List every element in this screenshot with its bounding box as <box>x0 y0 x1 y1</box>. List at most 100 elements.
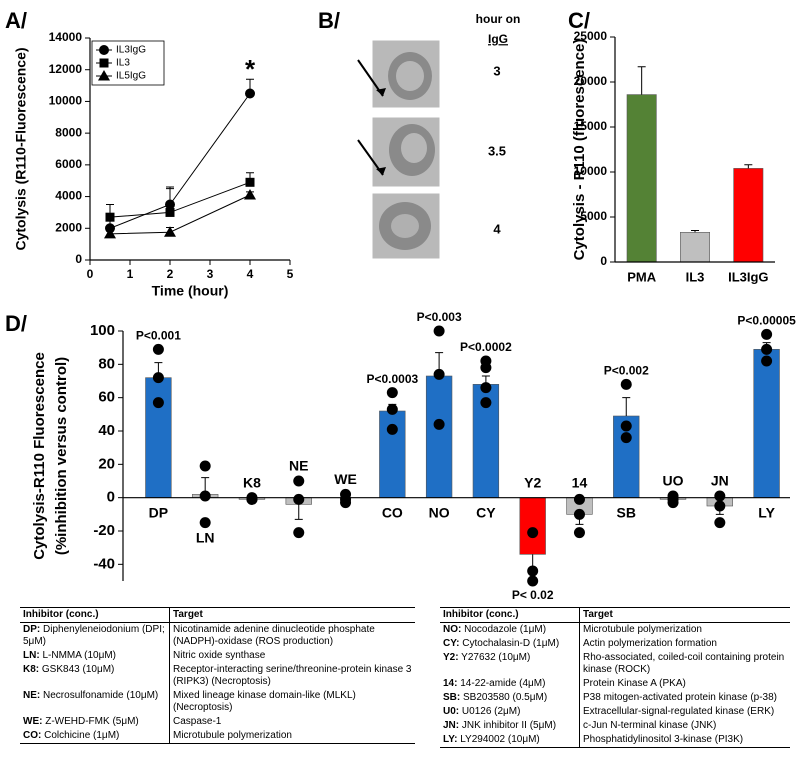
data-point <box>433 418 445 430</box>
legend-label: IL3IgG <box>116 45 146 56</box>
inhibitor: 14-22-amide (4μM) <box>460 678 546 689</box>
data-point <box>386 403 398 415</box>
annotation: P<0.002 <box>604 364 649 378</box>
target-cell: Microtubule polymerization <box>173 730 292 741</box>
annotation: P<0.001 <box>136 329 181 343</box>
data-point <box>293 527 305 539</box>
abbreviation: LY: <box>443 734 458 745</box>
y-tick-label: 40 <box>98 422 115 439</box>
marker <box>105 212 115 222</box>
x-tick-label: 4 <box>247 267 254 281</box>
y-tick-label: 5000 <box>580 209 607 223</box>
y-tick-label: 14000 <box>49 30 83 44</box>
legend-marker <box>98 70 110 81</box>
table-row: U0: U0126 (2μM) Extracellular-signal-regu… <box>440 705 790 719</box>
data-point <box>480 397 492 409</box>
target-cell: Extracellular-signal-regulated kinase (E… <box>583 706 775 717</box>
table: Inhibitor (conc.) Target NO: Nocodazole (1… <box>440 607 790 748</box>
micrograph <box>357 116 441 188</box>
abbreviation: CO: <box>23 730 42 741</box>
x-tick-label: WE <box>334 471 357 487</box>
figure: B/ hour on IgG 3 3.5 4 A/020004000600080… <box>5 8 796 600</box>
column-header: IgG <box>488 32 508 46</box>
y-tick-label: -20 <box>93 522 115 539</box>
header-cell: Inhibitor (conc.) <box>20 608 170 622</box>
series-line <box>109 93 251 229</box>
marker <box>245 177 255 187</box>
y-axis-label: Cytolysis-R110 Fluorescence <box>31 352 48 560</box>
data-point <box>293 475 305 487</box>
abbreviation: Y2: <box>443 652 459 663</box>
annotation: P<0.003 <box>417 310 462 324</box>
x-tick-label: NO <box>429 504 450 520</box>
inhibitor: JNK inhibitor II (5μM) <box>461 720 557 731</box>
inhibitor-cell: DP: Diphenyleneiodonium (DPI; 5μM) <box>20 623 170 649</box>
y-axis-label: Cytolysis (R110-Fluorescence) <box>13 47 29 250</box>
target-cell: Receptor-interacting serine/threonine-pr… <box>173 664 412 687</box>
data-point <box>199 490 211 502</box>
annotation: P<0.00005 <box>737 314 796 328</box>
inhibitor-cell: 14: 14-22-amide (4μM) <box>440 677 580 691</box>
abbreviation: WE: <box>23 716 43 727</box>
data-point <box>527 565 539 577</box>
table-row: CO: Colchicine (1μM) Microtubule polymeri… <box>20 729 415 743</box>
annotation: * <box>245 54 256 84</box>
data-point <box>761 355 773 367</box>
annotation: P< 0.02 <box>512 588 554 600</box>
data-point <box>620 420 632 432</box>
x-tick-label: CO <box>382 504 403 520</box>
target-cell: Caspase-1 <box>173 716 222 727</box>
target-cell: Phosphatidylinositol 3-kinase (PI3K) <box>583 734 744 745</box>
target-cell: P38 mitogen-activated protein kinase (p-… <box>583 692 777 703</box>
data-point <box>246 493 258 505</box>
data-point <box>527 527 539 539</box>
inhibitor-cell: U0: U0126 (2μM) <box>440 705 580 719</box>
error-bar <box>691 230 699 233</box>
legend-marker <box>99 58 109 68</box>
y-tick-label: 6000 <box>55 157 82 171</box>
target-cell: Rho-associated, coiled-coil containing p… <box>583 652 785 675</box>
y-tick-label: 12000 <box>49 62 83 76</box>
y-tick-label: 2000 <box>55 220 82 234</box>
x-tick-label: 0 <box>87 267 94 281</box>
table-row: SB: SB203580 (0.5μM) P38 mitogen-activate… <box>440 691 790 705</box>
inhibitor-cell: LN: L-NMMA (10μM) <box>20 649 170 663</box>
inhibitor: GSK843 (10μM) <box>41 664 115 675</box>
inhibitor-cell: WE: Z-WEHD-FMK (5μM) <box>20 715 170 729</box>
inhibitor-cell: JN: JNK inhibitor II (5μM) <box>440 719 580 733</box>
y-tick-label: 20000 <box>574 74 608 88</box>
table-row: NO: Nocodazole (1μM) Microtubule polymeri… <box>440 623 790 637</box>
data-point <box>620 378 632 390</box>
data-point <box>199 517 211 529</box>
abbreviation: DP: <box>23 624 41 635</box>
y-tick-label: 10000 <box>49 94 83 108</box>
data-point <box>761 343 773 355</box>
time-label: 3 <box>493 63 500 78</box>
inhibitor-cell: K8: GSK843 (10μM) <box>20 663 170 689</box>
header-cell: Target <box>583 609 613 620</box>
table-header: Inhibitor (conc.) Target <box>20 608 415 623</box>
data-point <box>714 500 726 512</box>
bar <box>753 349 780 498</box>
inhibitor-cell: NE: Necrosulfonamide (10μM) <box>20 689 170 715</box>
x-tick-label: UO <box>663 473 684 489</box>
data-point <box>620 432 632 444</box>
y-tick-label: 8000 <box>55 125 82 139</box>
target-cell: Actin polymerization formation <box>583 638 717 649</box>
inhibitor: Cytochalasin-D (1μM) <box>462 638 560 649</box>
inhibitor-cell: LY: LY294002 (10μM) <box>440 733 580 747</box>
panel-label: A/ <box>5 8 27 33</box>
bar <box>425 375 453 498</box>
data-point <box>152 397 164 409</box>
x-tick-label: 1 <box>127 267 134 281</box>
inhibitor: SB203580 (0.5μM) <box>463 692 548 703</box>
time-label: 3.5 <box>488 143 506 158</box>
x-tick-label: LN <box>196 529 215 545</box>
marker <box>245 88 255 99</box>
abbreviation: NO: <box>443 624 462 635</box>
x-tick-label: 14 <box>572 474 588 490</box>
x-tick-label: 2 <box>167 267 174 281</box>
y-tick-label: 25000 <box>574 29 608 43</box>
inhibitor: U0126 (2μM) <box>461 706 521 717</box>
bar <box>680 232 710 263</box>
